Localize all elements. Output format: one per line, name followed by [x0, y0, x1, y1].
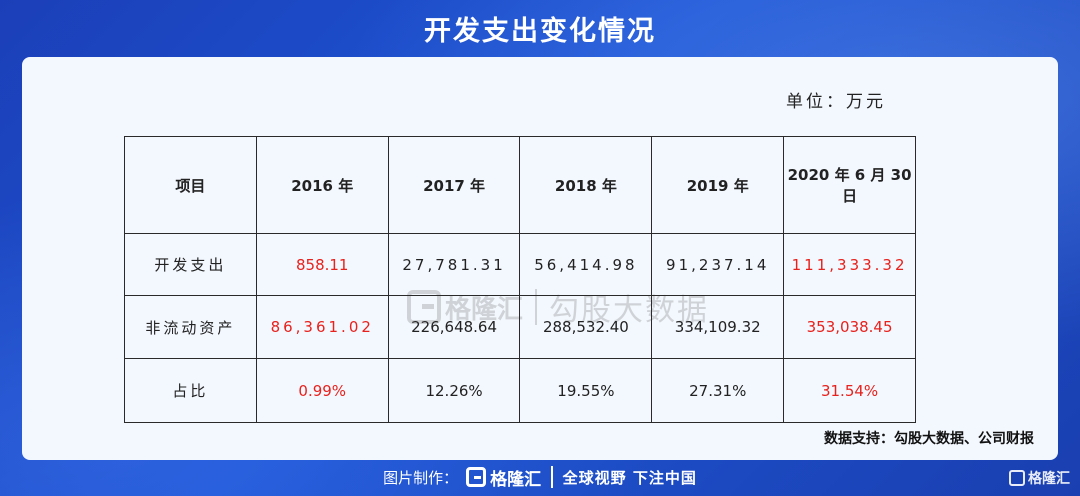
table-cell: 27.31% [651, 358, 785, 423]
header-2017: 2017 年 [387, 136, 521, 234]
table-header-row: 项目 2016 年 2017 年 2018 年 2019 年 2020 年 6 … [124, 136, 916, 234]
data-source-note: 数据支持：勾股大数据、公司财报 [824, 431, 1034, 447]
row-label: 占比 [124, 358, 257, 423]
table-cell: 334,109.32 [651, 295, 785, 359]
table-cell: 226,648.64 [387, 295, 521, 359]
table-cell: 27,781.31 [387, 233, 521, 296]
footer-made-by: 图片制作： [383, 468, 459, 487]
footer-slogan: 全球视野 下注中国 [562, 468, 697, 487]
table-cell: 31.54% [783, 358, 916, 423]
page-title: 开发支出变化情况 [424, 16, 656, 47]
table-cell: 91,237.14 [651, 233, 785, 296]
table-row: 开发支出 858.11 27,781.31 56,414.98 91,237.1… [124, 233, 916, 296]
table-cell: 56,414.98 [519, 233, 653, 296]
header-2018: 2018 年 [519, 136, 653, 234]
table-cell: 12.26% [387, 358, 521, 423]
table-cell: 858.11 [255, 233, 389, 296]
table-cell: 86,361.02 [255, 295, 389, 359]
table-row: 占比 0.99% 12.26% 19.55% 27.31% 31.54% [124, 358, 916, 423]
brand-logo-icon [1009, 470, 1025, 486]
table-cell: 0.99% [255, 358, 389, 423]
footer-brand: 格隆汇 [490, 469, 542, 490]
footer: 图片制作： 格隆汇 全球视野 下注中国 [0, 464, 1080, 490]
header-2020h1: 2020 年 6 月 30 日 [783, 136, 916, 234]
header-2019: 2019 年 [651, 136, 785, 234]
table-cell: 111,333.32 [783, 233, 916, 296]
data-table: 项目 2016 年 2017 年 2018 年 2019 年 2020 年 6 … [124, 136, 916, 423]
row-label: 非流动资产 [124, 295, 257, 359]
row-label: 开发支出 [124, 233, 257, 296]
corner-watermark: 格隆汇 [1009, 468, 1070, 488]
footer-divider [551, 466, 553, 488]
corner-brand: 格隆汇 [1028, 471, 1070, 487]
header-item: 项目 [124, 136, 257, 234]
table-row: 非流动资产 86,361.02 226,648.64 288,532.40 33… [124, 295, 916, 359]
unit-label: 单位：万元 [786, 92, 886, 112]
content-card: 单位：万元 项目 2016 年 2017 年 2018 年 2019 年 202… [22, 57, 1058, 460]
table-cell: 19.55% [519, 358, 653, 423]
table-cell: 353,038.45 [783, 295, 916, 359]
header-2016: 2016 年 [255, 136, 389, 234]
table-cell: 288,532.40 [519, 295, 653, 359]
brand-logo-icon [466, 467, 487, 487]
